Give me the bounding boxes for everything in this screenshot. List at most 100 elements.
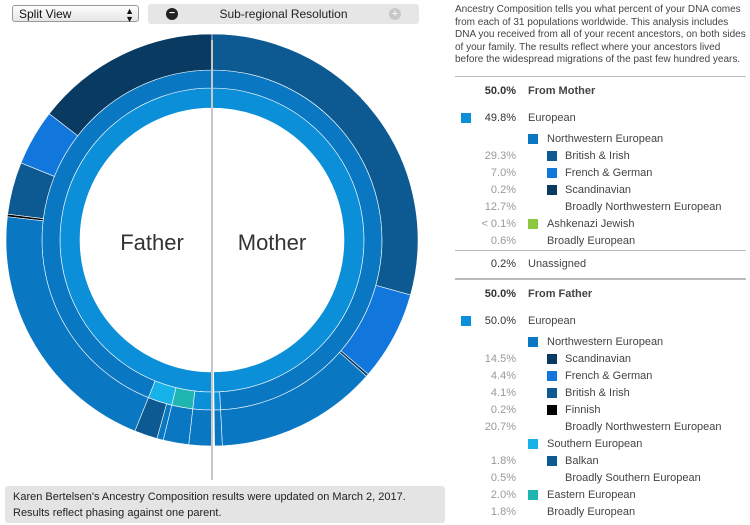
row-percent: 49.8%: [484, 112, 516, 124]
color-swatch-icon: [528, 439, 538, 449]
ancestry-row[interactable]: Southern European: [455, 436, 746, 453]
mother-header: 50.0% From Mother: [455, 76, 746, 105]
ancestry-row[interactable]: 4.1% British & Irish: [455, 385, 746, 402]
row-percent: 50.0%: [484, 315, 516, 327]
row-label: Broadly European: [547, 235, 636, 247]
row-label: Broadly Northwestern European: [565, 421, 722, 433]
row-percent: 2.0%: [490, 489, 516, 501]
ancestry-row[interactable]: 50.0% European: [455, 308, 746, 334]
color-swatch-icon: [528, 490, 538, 500]
plus-icon[interactable]: +: [389, 8, 401, 20]
row-label: Northwestern European: [547, 336, 664, 348]
row-percent: 1.8%: [490, 506, 516, 518]
ancestry-row[interactable]: Northwestern European: [455, 334, 746, 351]
ancestry-row[interactable]: 1.8% Balkan: [455, 453, 746, 470]
ancestry-row[interactable]: < 0.1% Ashkenazi Jewish: [455, 216, 746, 233]
ancestry-row[interactable]: 49.8% European: [455, 105, 746, 131]
color-swatch-icon: [547, 151, 557, 161]
ancestry-row[interactable]: 14.5% Scandinavian: [455, 351, 746, 368]
color-swatch-icon: [547, 185, 557, 195]
row-percent: 0.6%: [490, 235, 516, 247]
ancestry-sunburst-chart: Father Mother: [5, 33, 419, 480]
row-label: Ashkenazi Jewish: [547, 218, 635, 230]
row-label: Balkan: [565, 455, 599, 467]
father-label: Father: [120, 230, 184, 255]
toolbar: Split View ▲ ▼ − Sub-regional Resolution …: [0, 0, 440, 30]
row-percent: 12.7%: [484, 201, 516, 213]
color-swatch-icon: [528, 134, 538, 144]
row-label: Scandinavian: [565, 184, 632, 196]
ancestry-row[interactable]: 4.4% French & German: [455, 368, 746, 385]
ancestry-row[interactable]: 0.6% Broadly European: [455, 233, 746, 250]
ancestry-table: 50.0% From Mother 49.8% European Northwester…: [455, 76, 746, 521]
ancestry-row[interactable]: 0.5% Broadly Southern European: [455, 470, 746, 487]
row-percent: 29.3%: [484, 150, 516, 162]
color-swatch-icon: [461, 113, 471, 123]
row-label: Broadly Southern European: [565, 472, 701, 484]
mother-label: Mother: [238, 230, 306, 255]
row-label: French & German: [565, 370, 653, 382]
mother-middle-broadly-european-arc[interactable]: [213, 391, 221, 411]
father-header: 50.0% From Father: [455, 279, 746, 308]
ancestry-row[interactable]: 0.2% Finnish: [455, 402, 746, 419]
resolution-label: Sub-regional Resolution: [219, 7, 348, 21]
color-swatch-icon: [547, 388, 557, 398]
color-swatch-icon: [528, 219, 538, 229]
color-swatch-icon: [547, 405, 557, 415]
color-swatch-icon: [547, 456, 557, 466]
row-label: Southern European: [547, 438, 643, 450]
row-label: Broadly Northwestern European: [565, 201, 722, 213]
ancestry-row[interactable]: 7.0% French & German: [455, 165, 746, 182]
row-percent: 4.1%: [490, 387, 516, 399]
mother-header-label: From Mother: [528, 85, 596, 97]
ancestry-row[interactable]: 2.0% Eastern European: [455, 487, 746, 504]
resolution-toggle[interactable]: − Sub-regional Resolution +: [148, 4, 419, 24]
ancestry-row[interactable]: 20.7% Broadly Northwestern European: [455, 419, 746, 436]
row-percent: 14.5%: [484, 353, 516, 365]
row-percent: < 0.1%: [481, 218, 516, 230]
unassigned-percent: 0.2%: [490, 258, 516, 270]
ancestry-row[interactable]: Northwestern European: [455, 131, 746, 148]
notice-line-1: Karen Bertelsen's Ancestry Composition r…: [13, 491, 406, 503]
color-swatch-icon: [547, 354, 557, 364]
color-swatch-icon: [547, 168, 557, 178]
mother-header-percent: 50.0%: [484, 85, 516, 97]
row-percent: 0.5%: [490, 472, 516, 484]
row-label: European: [528, 112, 576, 124]
minus-icon[interactable]: −: [166, 8, 178, 20]
view-select[interactable]: Split View ▲ ▼: [12, 5, 139, 24]
row-percent: 0.2%: [490, 184, 516, 196]
update-notice: Karen Bertelsen's Ancestry Composition r…: [5, 486, 445, 523]
row-label: Scandinavian: [565, 353, 632, 365]
intro-text: Ancestry Composition tells you what perc…: [455, 4, 746, 65]
color-swatch-icon: [547, 371, 557, 381]
color-swatch-icon: [528, 337, 538, 347]
row-percent: 0.2%: [490, 404, 516, 416]
ancestry-row[interactable]: 12.7% Broadly Northwestern European: [455, 199, 746, 216]
row-label: Finnish: [565, 404, 601, 416]
row-label: British & Irish: [565, 150, 630, 162]
color-swatch-icon: [461, 316, 471, 326]
ancestry-row[interactable]: 1.8% Broadly European: [455, 504, 746, 521]
row-percent: 4.4%: [490, 370, 516, 382]
unassigned-label: Unassigned: [528, 258, 587, 270]
father-outer-broadly-european-arc[interactable]: [188, 408, 213, 447]
unassigned-row: 0.2% Unassigned: [455, 250, 746, 279]
ancestry-row[interactable]: 0.2% Scandinavian: [455, 182, 746, 199]
row-percent: 7.0%: [490, 167, 516, 179]
row-label: European: [528, 315, 576, 327]
select-arrows-icon: ▲ ▼: [125, 6, 134, 24]
row-label: Broadly European: [547, 506, 636, 518]
mother-outer-broadly-european-arc[interactable]: [213, 409, 223, 447]
view-select-value: Split View: [19, 7, 72, 21]
row-percent: 1.8%: [490, 455, 516, 467]
row-label: French & German: [565, 167, 653, 179]
father-middle-broadly-european-arc[interactable]: [192, 390, 213, 411]
row-label: Northwestern European: [547, 133, 664, 145]
row-label: Eastern European: [547, 489, 636, 501]
father-header-label: From Father: [528, 288, 593, 300]
row-percent: 20.7%: [484, 421, 516, 433]
ancestry-row[interactable]: 29.3% British & Irish: [455, 148, 746, 165]
row-label: British & Irish: [565, 387, 630, 399]
father-header-percent: 50.0%: [484, 288, 516, 300]
